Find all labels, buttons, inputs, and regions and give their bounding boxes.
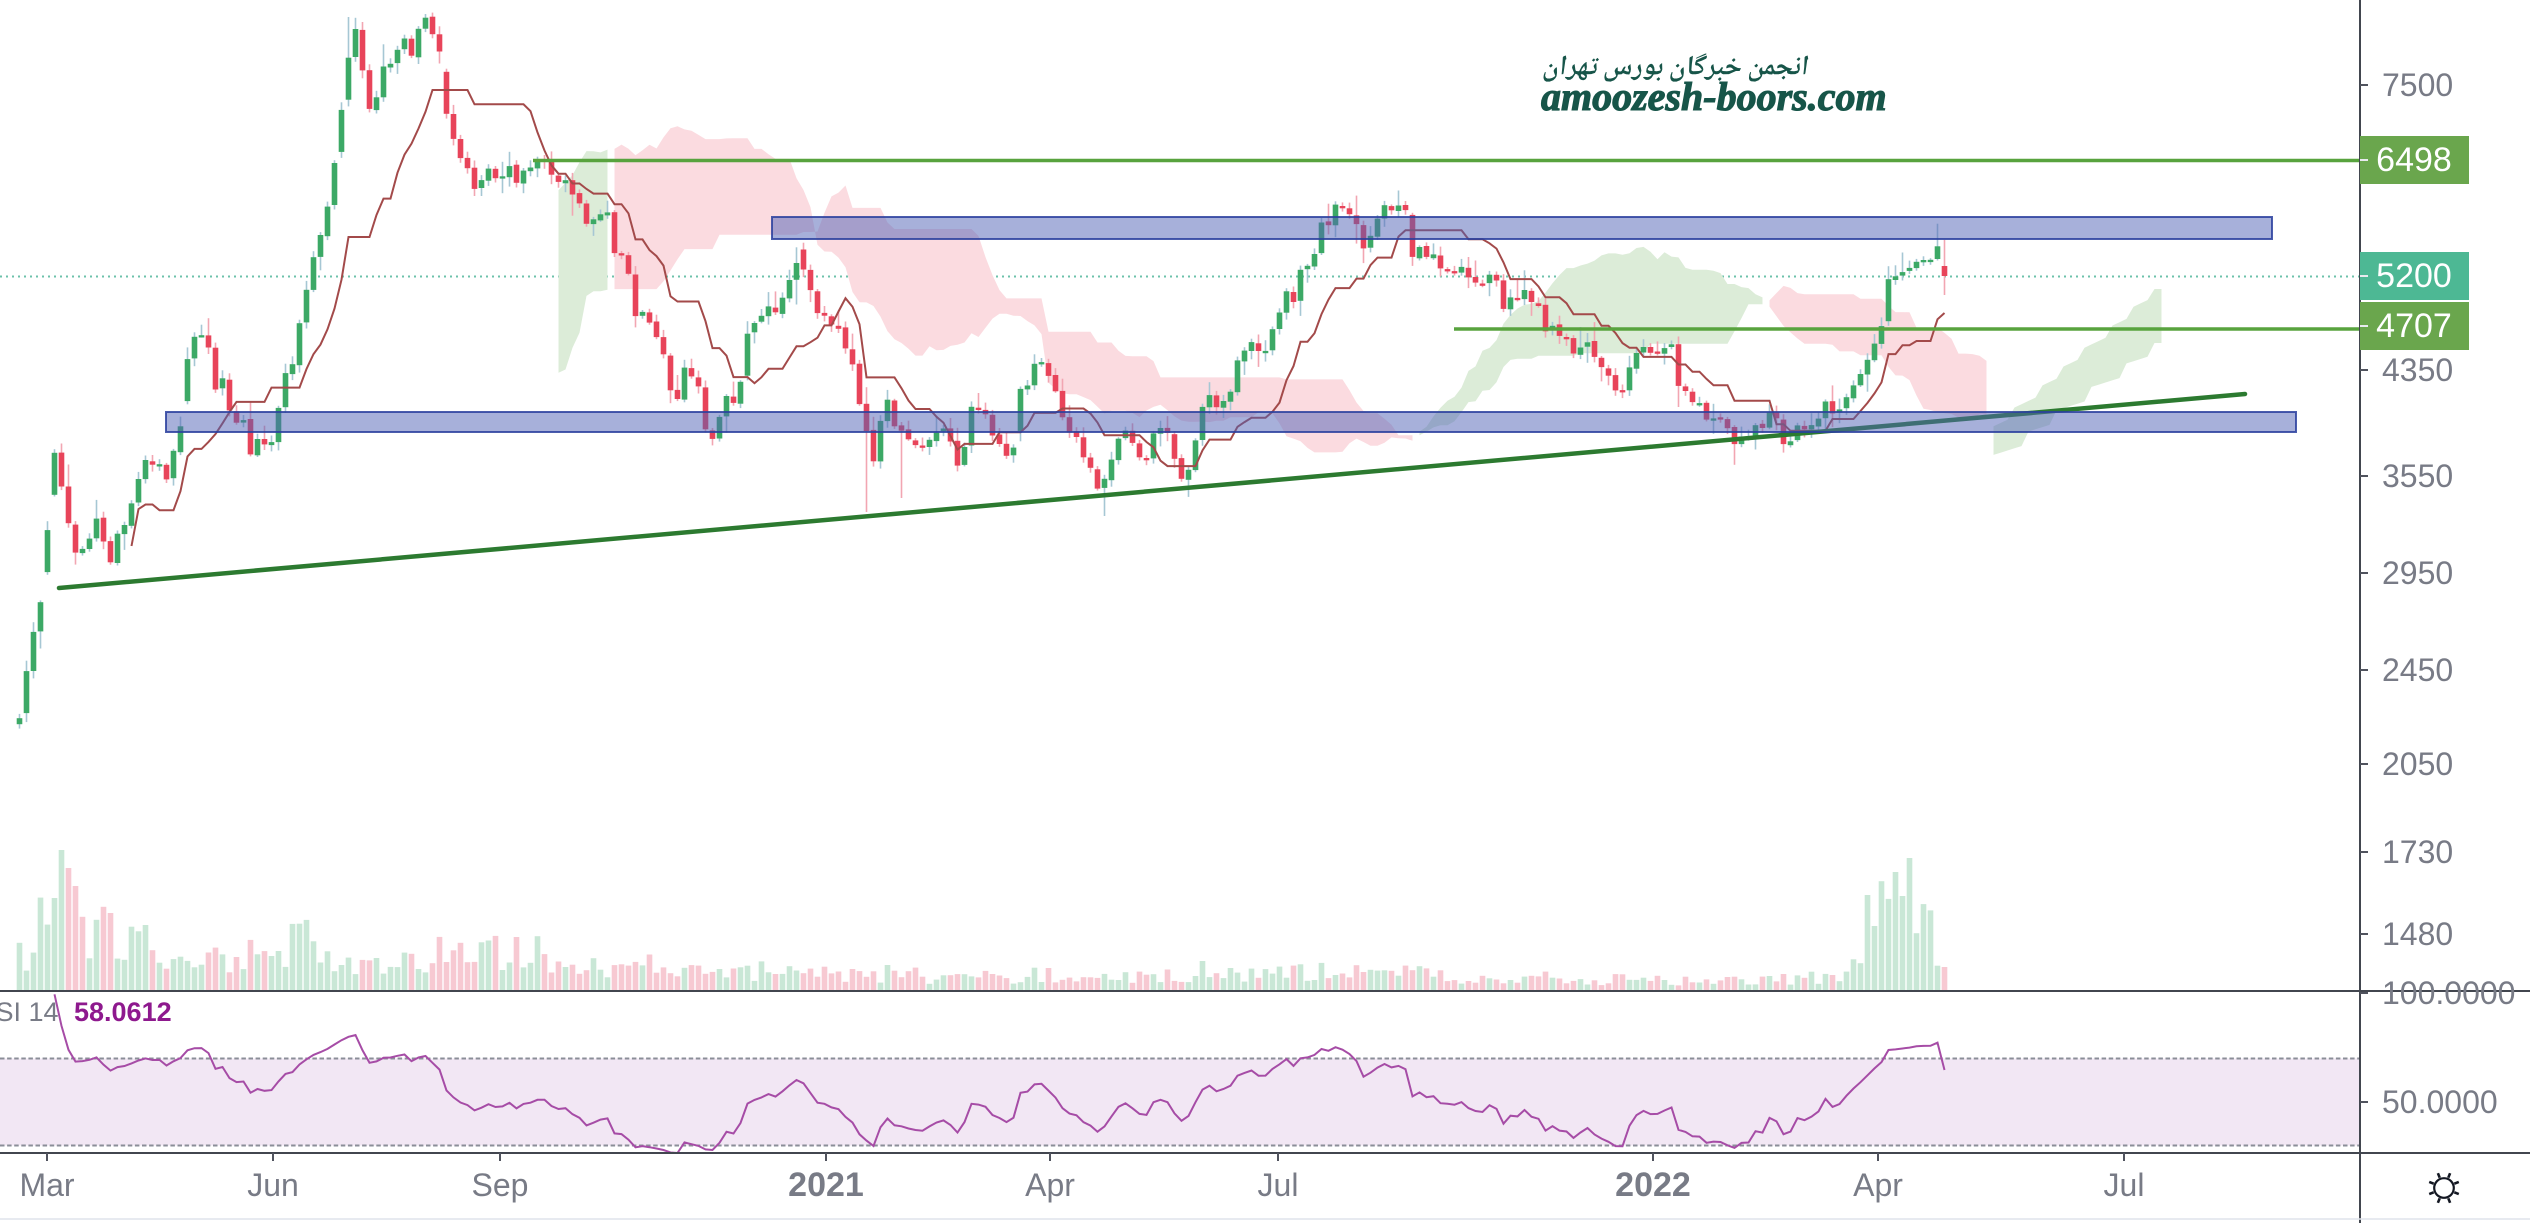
svg-text:amoozesh-boors.com: amoozesh-boors.com bbox=[1541, 74, 1887, 119]
svg-text:Jun: Jun bbox=[247, 1167, 299, 1203]
svg-text:Sep: Sep bbox=[472, 1167, 529, 1203]
svg-text:6498: 6498 bbox=[2376, 141, 2452, 179]
svg-text:5200: 5200 bbox=[2376, 257, 2452, 295]
svg-text:2021: 2021 bbox=[788, 1166, 864, 1204]
svg-text:Mar: Mar bbox=[19, 1167, 74, 1203]
svg-text:RSI 14: RSI 14 bbox=[0, 997, 59, 1027]
svg-text:3550: 3550 bbox=[2382, 458, 2453, 494]
svg-text:Jul: Jul bbox=[2104, 1167, 2145, 1203]
svg-text:Apr: Apr bbox=[1853, 1167, 1903, 1203]
svg-text:4707: 4707 bbox=[2376, 307, 2452, 345]
svg-text:2950: 2950 bbox=[2382, 555, 2453, 591]
svg-text:2050: 2050 bbox=[2382, 746, 2453, 782]
svg-text:1480: 1480 bbox=[2382, 916, 2453, 952]
svg-text:50.0000: 50.0000 bbox=[2382, 1084, 2498, 1120]
svg-text:100.0000: 100.0000 bbox=[2382, 975, 2515, 1011]
svg-text:2022: 2022 bbox=[1615, 1166, 1691, 1204]
svg-text:4350: 4350 bbox=[2382, 352, 2453, 388]
svg-text:Apr: Apr bbox=[1025, 1167, 1075, 1203]
svg-text:1730: 1730 bbox=[2382, 834, 2453, 870]
svg-text:Jul: Jul bbox=[1258, 1167, 1299, 1203]
svg-text:58.0612: 58.0612 bbox=[74, 997, 172, 1027]
svg-text:7500: 7500 bbox=[2382, 67, 2453, 103]
svg-text:2450: 2450 bbox=[2382, 652, 2453, 688]
